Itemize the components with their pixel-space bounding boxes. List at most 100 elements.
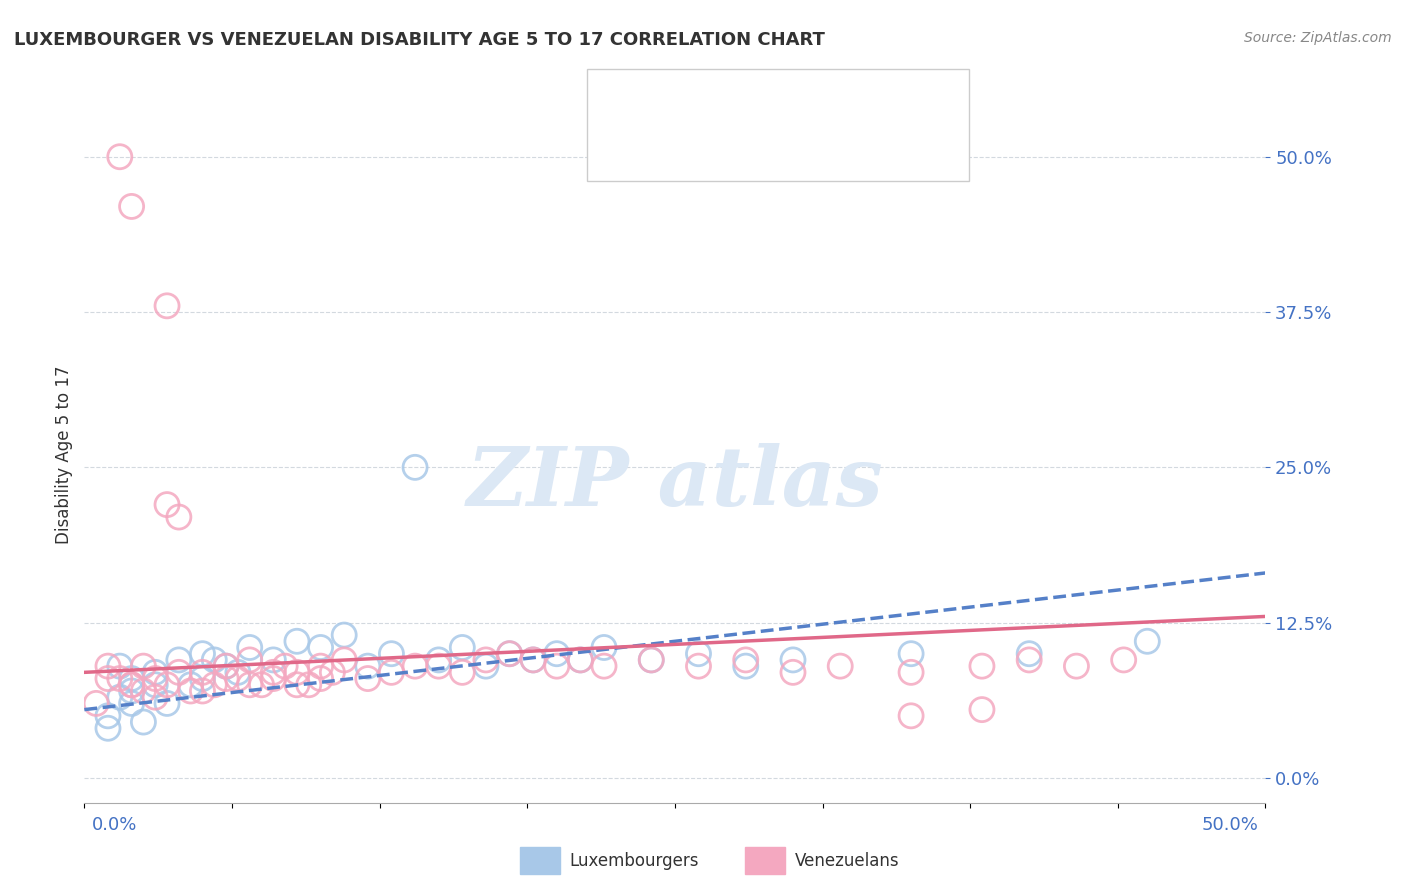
Point (143, 672, 166, 686)
Y-axis label: Disability Age 5 to 17: Disability Age 5 to 17 (55, 366, 73, 544)
Point (180, 684, 202, 698)
Point (156, 678, 179, 692)
Point (380, 665, 402, 680)
Point (1066, 659, 1088, 673)
Point (262, 653, 284, 667)
Point (156, 498, 179, 512)
Point (640, 653, 662, 667)
Point (143, 690, 166, 705)
Point (215, 659, 238, 673)
Point (427, 659, 450, 673)
Point (262, 665, 284, 680)
Point (239, 678, 262, 692)
Point (522, 653, 544, 667)
Text: ZIP atlas: ZIP atlas (467, 442, 883, 523)
Point (309, 659, 332, 673)
Point (121, 199, 143, 213)
Point (298, 678, 321, 692)
Point (970, 703, 993, 717)
FancyBboxPatch shape (603, 78, 651, 117)
Point (226, 665, 249, 680)
Point (451, 665, 474, 680)
Point (274, 659, 297, 673)
Point (830, 659, 852, 673)
Point (285, 665, 308, 680)
Point (97, 672, 120, 686)
Point (226, 672, 249, 686)
Point (688, 659, 710, 673)
Point (900, 665, 922, 680)
Point (167, 665, 190, 680)
Point (121, 672, 143, 686)
Point (191, 665, 214, 680)
Point (121, 678, 143, 692)
Point (357, 659, 380, 673)
Point (1018, 653, 1040, 667)
Point (121, 678, 143, 692)
Point (84, 697, 107, 711)
Point (734, 653, 756, 667)
Point (156, 299, 179, 313)
Point (108, 150, 131, 164)
Point (1018, 647, 1040, 661)
Point (498, 647, 520, 661)
Point (1112, 653, 1135, 667)
Point (156, 697, 179, 711)
Point (97, 659, 120, 673)
Point (782, 665, 804, 680)
Point (404, 460, 426, 475)
Point (593, 640, 616, 655)
Point (546, 647, 568, 661)
Point (121, 697, 143, 711)
Point (202, 678, 225, 692)
FancyBboxPatch shape (603, 130, 651, 169)
Point (593, 659, 616, 673)
Point (404, 659, 426, 673)
Point (427, 653, 450, 667)
Point (640, 653, 662, 667)
Text: Luxembourgers: Luxembourgers (569, 852, 699, 870)
Point (121, 684, 143, 698)
Point (97, 721, 120, 735)
Point (357, 672, 380, 686)
Point (132, 714, 155, 729)
Point (239, 653, 262, 667)
Point (191, 647, 214, 661)
Point (309, 640, 332, 655)
Point (143, 678, 166, 692)
Point (380, 647, 402, 661)
Point (451, 640, 474, 655)
Point (250, 678, 273, 692)
Point (475, 653, 498, 667)
Point (333, 653, 356, 667)
Point (180, 678, 202, 692)
Point (782, 653, 804, 667)
Point (688, 647, 710, 661)
Point (167, 653, 190, 667)
Point (215, 672, 238, 686)
Point (970, 659, 993, 673)
Point (167, 510, 190, 524)
Text: R =  0.184    N =  41: R = 0.184 N = 41 (671, 88, 858, 107)
Point (569, 653, 592, 667)
Text: 50.0%: 50.0% (1202, 816, 1258, 834)
Point (108, 672, 131, 686)
Point (262, 672, 284, 686)
Point (215, 659, 238, 673)
Point (498, 647, 520, 661)
Point (900, 708, 922, 723)
Text: LUXEMBOURGER VS VENEZUELAN DISABILITY AGE 5 TO 17 CORRELATION CHART: LUXEMBOURGER VS VENEZUELAN DISABILITY AG… (14, 31, 825, 49)
Point (475, 659, 498, 673)
Text: Venezuelans: Venezuelans (794, 852, 898, 870)
Point (191, 684, 214, 698)
FancyBboxPatch shape (588, 70, 969, 180)
Point (132, 684, 155, 698)
Point (191, 672, 214, 686)
Point (900, 647, 922, 661)
Point (734, 659, 756, 673)
Point (333, 628, 356, 642)
Point (202, 653, 225, 667)
Text: Source: ZipAtlas.com: Source: ZipAtlas.com (1244, 31, 1392, 45)
Point (143, 665, 166, 680)
Point (321, 665, 343, 680)
